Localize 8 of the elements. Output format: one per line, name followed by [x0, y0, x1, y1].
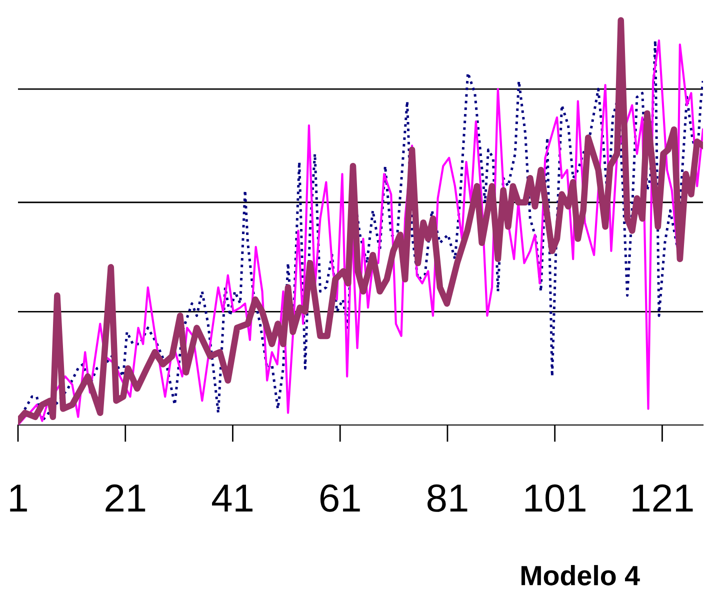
x-tick-label: 1 — [10, 484, 27, 512]
x-tick-label: 101 — [525, 484, 586, 512]
x-tick-label: 41 — [212, 484, 252, 512]
x-tick-label: 61 — [320, 484, 360, 512]
x-tick-label: 81 — [428, 484, 468, 512]
x-tick-label: 121 — [632, 484, 693, 512]
x-axis-title: Modelo 4 — [521, 565, 640, 586]
x-tick-label: 21 — [106, 484, 146, 512]
